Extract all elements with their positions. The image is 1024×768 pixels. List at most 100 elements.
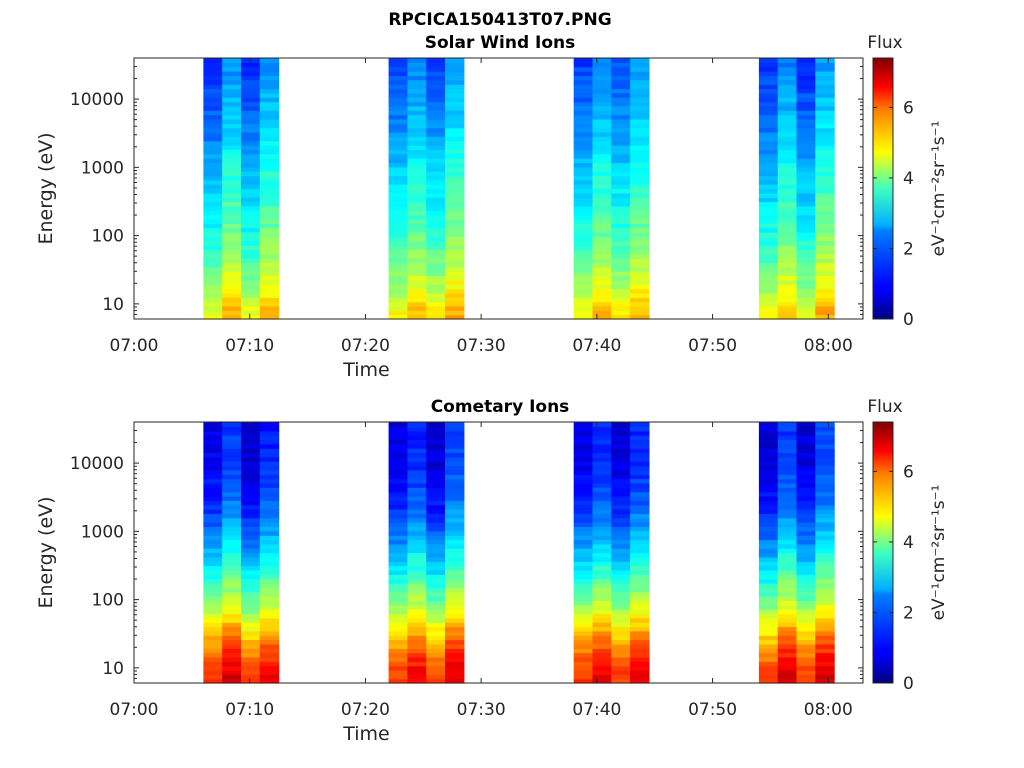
heatmap-cell	[241, 123, 261, 129]
heatmap-cell	[815, 201, 835, 207]
heatmap-cell	[758, 487, 779, 493]
heatmap-cell	[388, 617, 408, 623]
heatmap-cell	[592, 543, 612, 549]
heatmap-cell	[630, 448, 650, 453]
heatmap-cell	[611, 214, 631, 220]
heatmap-cell	[758, 97, 779, 103]
heatmap-cell	[241, 674, 261, 680]
heatmap-cell	[222, 439, 242, 445]
heatmap-cell	[222, 114, 242, 120]
heatmap-cell	[445, 105, 465, 111]
heatmap-cell	[592, 305, 612, 311]
heatmap-cell	[241, 210, 261, 216]
heatmap-cell	[796, 310, 816, 316]
heatmap-cell	[630, 517, 650, 523]
heatmap-cell	[796, 661, 816, 667]
heatmap-cell	[573, 205, 594, 211]
heatmap-cell	[407, 288, 427, 294]
heatmap-cell	[777, 171, 798, 177]
heatmap-cell	[815, 522, 835, 527]
heatmap-cell	[796, 609, 816, 614]
heatmap-cell	[203, 62, 223, 68]
heatmap-cell	[203, 158, 223, 164]
heatmap-cell	[573, 218, 594, 224]
heatmap-cell	[815, 526, 835, 532]
y-tick-label: 1000	[81, 522, 124, 542]
heatmap-cell	[426, 97, 446, 103]
heatmap-cell	[426, 166, 446, 172]
heatmap-cell	[573, 149, 594, 155]
heatmap-cell	[426, 487, 446, 493]
heatmap-cell	[259, 166, 280, 172]
heatmap-cell	[758, 279, 779, 285]
heatmap-cell	[445, 496, 465, 501]
heatmap-cell	[259, 79, 280, 85]
heatmap-cell	[203, 184, 223, 189]
heatmap-cell	[259, 661, 280, 667]
heatmap-cell	[388, 565, 408, 571]
heatmap-cell	[573, 482, 594, 488]
heatmap-cell	[815, 75, 835, 81]
heatmap-cell	[611, 583, 631, 588]
heatmap-cell	[445, 583, 465, 588]
heatmap-cell	[592, 478, 612, 484]
heatmap-cell	[222, 71, 242, 76]
heatmap-cell	[388, 253, 408, 259]
heatmap-cell	[445, 240, 465, 246]
heatmap-cell	[388, 513, 408, 519]
heatmap-cell	[426, 426, 446, 432]
heatmap-cell	[259, 591, 280, 597]
heatmap-cell	[815, 587, 835, 593]
heatmap-cell	[777, 604, 798, 610]
heatmap-cell	[203, 66, 223, 72]
heatmap-cell	[203, 422, 223, 427]
heatmap-cell	[796, 279, 816, 285]
heatmap-cell	[203, 496, 223, 501]
heatmap-cell	[407, 218, 427, 224]
heatmap-cell	[611, 266, 631, 272]
heatmap-cell	[592, 188, 612, 194]
heatmap-cell	[388, 543, 408, 549]
heatmap-cell	[203, 574, 223, 580]
heatmap-cell	[815, 71, 835, 76]
heatmap-cell	[630, 478, 650, 484]
heatmap-cell	[203, 305, 223, 311]
heatmap-cell	[241, 578, 261, 584]
heatmap-cell	[777, 236, 798, 242]
heatmap-cell	[407, 439, 427, 445]
heatmap-cell	[777, 197, 798, 203]
heatmap-cell	[407, 166, 427, 172]
heatmap-cell	[407, 58, 427, 63]
heatmap-cell	[445, 609, 465, 614]
heatmap-cell	[222, 245, 242, 250]
heatmap-cell	[592, 240, 612, 246]
heatmap-cell	[611, 153, 631, 159]
heatmap-cell	[758, 223, 779, 229]
heatmap-cell	[611, 253, 631, 259]
heatmap-cell	[259, 613, 280, 619]
heatmap-cell	[573, 101, 594, 107]
heatmap-cell	[241, 266, 261, 272]
heatmap-cell	[758, 149, 779, 155]
heatmap-cell	[407, 456, 427, 462]
plot-frame	[133, 57, 864, 320]
heatmap-cell	[815, 145, 835, 150]
heatmap-cell	[592, 522, 612, 527]
heatmap-cell	[573, 123, 594, 129]
heatmap-cell	[241, 105, 261, 111]
heatmap-cell	[573, 652, 594, 658]
heatmap-cell	[630, 474, 650, 480]
heatmap-cell	[241, 262, 261, 268]
colorbar-tick-label: 4	[903, 169, 914, 189]
heatmap-cell	[222, 292, 242, 298]
heatmap-cell	[388, 670, 408, 675]
heatmap-cell	[241, 314, 261, 320]
heatmap-cell	[259, 140, 280, 146]
heatmap-cell	[611, 578, 631, 584]
heatmap-cell	[388, 482, 408, 488]
heatmap-cell	[426, 292, 446, 298]
heatmap-cell	[630, 565, 650, 571]
heatmap-cell	[777, 192, 798, 198]
x-axis-label: Time	[342, 359, 390, 381]
heatmap-cell	[592, 275, 612, 281]
